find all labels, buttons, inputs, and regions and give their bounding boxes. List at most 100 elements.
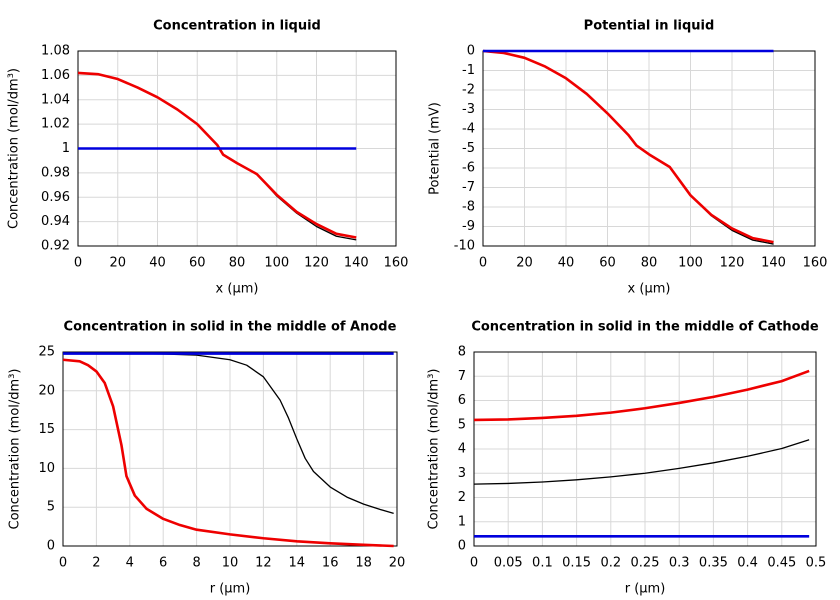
y-tick-label: 8 [458,345,466,360]
y-tick-label: -6 [462,161,475,176]
x-tick-label: 40 [149,256,166,271]
data-line [482,49,774,244]
y-axis-label: Concentration (mol/dm³) [8,369,23,530]
chart-panel: 0 -1 -2 -3 -4 -5 -6 -7 -8 -9 -10 0 20 40 60 80 100 120 140… [428,19,828,297]
x-tick-label: 0.2 [600,556,621,571]
data-line [77,72,357,241]
y-tick-label: 0.98 [41,165,70,180]
x-tick-label: 2 [92,556,100,571]
y-tick-label: 1.08 [41,44,70,59]
x-tick-label: 0.25 [631,556,660,571]
x-tick-label: 140 [761,256,786,271]
y-tick-label: 0.92 [41,239,70,254]
x-tick-label: 160 [803,256,828,271]
y-tick-label: -7 [462,180,475,195]
x-axis-label: r (µm) [210,582,251,597]
y-tick-label: 0 [47,539,55,554]
y-tick-label: -3 [462,102,475,117]
chart-title: Potential in liquid [584,19,715,34]
y-tick-label: 5 [458,417,466,432]
data-line [482,50,774,245]
y-tick-label: 1.04 [41,92,70,107]
x-tick-label: 0 [470,556,478,571]
x-tick-label: 0.5 [806,556,827,571]
data-line [63,352,394,515]
x-tick-label: 120 [304,256,329,271]
y-tick-label: 1 [62,141,70,156]
x-tick-label: 0.3 [669,556,690,571]
y-axis-label: Potential (mV) [428,102,443,195]
x-tick-label: 120 [720,256,745,271]
x-tick-label: 0 [479,256,487,271]
y-tick-label: 0 [467,44,475,59]
y-tick-label: -1 [462,63,475,78]
x-tick-label: 0 [59,556,67,571]
x-tick-label: 14 [289,556,306,571]
x-tick-label: 140 [344,256,369,271]
y-tick-label: -2 [462,83,475,98]
y-tick-label: 0.96 [41,190,70,205]
y-tick-label: 10 [38,461,55,476]
y-tick-label: 3 [458,466,466,481]
x-tick-label: 6 [159,556,167,571]
chart-title: Concentration in solid in the middle of … [64,320,397,335]
x-tick-label: 0.05 [494,556,523,571]
x-tick-label: 16 [322,556,339,571]
y-tick-label: 4 [458,442,466,457]
x-tick-label: 18 [355,556,372,571]
y-tick-label: -8 [462,200,475,215]
data-line [473,439,810,485]
y-axis-label: Concentration (mol/dm³) [427,369,442,530]
x-tick-label: 0.4 [737,556,758,571]
x-tick-label: 100 [264,256,289,271]
y-tick-label: 7 [458,369,466,384]
x-axis-label: x (µm) [216,282,259,297]
plot-frame [473,351,817,547]
data-line [77,71,357,239]
y-tick-label: 0 [458,539,466,554]
y-tick-label: -10 [454,239,475,254]
y-tick-label: -5 [462,141,475,156]
chart-title: Concentration in liquid [153,19,321,34]
x-tick-label: 20 [389,556,406,571]
x-tick-label: 60 [189,256,206,271]
x-tick-label: 60 [599,256,616,271]
y-tick-label: 1.02 [41,117,70,132]
x-tick-label: 0.35 [699,556,728,571]
y-tick-label: 1.06 [41,68,70,83]
y-tick-label: 1 [458,514,466,529]
x-tick-label: 0.1 [532,556,553,571]
y-tick-label: 5 [47,500,55,515]
chart-panel: 0 5 10 15 20 25 0 2 4 6 8 10 12 14 16 18 20 Concentration… [8,320,406,597]
y-tick-label: 20 [38,383,55,398]
x-tick-label: 10 [222,556,239,571]
x-tick-label: 80 [641,256,658,271]
data-line [62,358,394,548]
data-line [473,369,810,422]
y-tick-label: -9 [462,219,475,234]
chart-panel: 0.92 0.94 0.96 0.98 1 1.02 1.04 1.06 1.08 0 20 40 60… [7,19,409,297]
y-tick-label: 0.94 [41,214,70,229]
x-tick-label: 20 [516,256,533,271]
x-tick-label: 100 [678,256,703,271]
x-tick-label: 4 [126,556,134,571]
y-tick-label: 25 [38,345,55,360]
x-tick-label: 20 [109,256,126,271]
x-axis-label: r (µm) [625,582,666,597]
y-tick-label: 2 [458,490,466,505]
x-tick-label: 8 [192,556,200,571]
x-tick-label: 12 [255,556,272,571]
x-tick-label: 0 [74,256,82,271]
y-tick-label: -4 [462,122,475,137]
y-axis-label: Concentration (mol/dm³) [7,68,22,229]
chart-title: Concentration in solid in the middle of … [471,320,819,335]
x-tick-label: 80 [229,256,246,271]
x-axis-label: x (µm) [628,282,671,297]
x-tick-label: 160 [384,256,409,271]
x-tick-label: 0.15 [562,556,591,571]
x-tick-label: 0.45 [767,556,796,571]
chart-panel: 0 1 2 3 4 5 6 7 8 0 0.05 0.1 0.15 0.2 0.25 0.3 0.35 0.4 0.… [427,320,827,597]
plot-frame [62,351,398,547]
y-tick-label: 15 [38,422,55,437]
